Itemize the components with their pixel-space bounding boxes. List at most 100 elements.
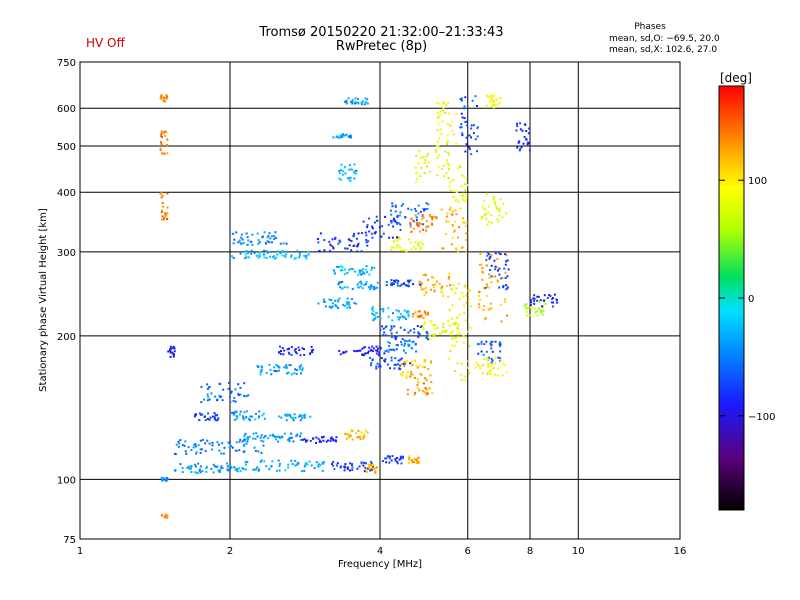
data-point (441, 285, 444, 288)
data-point (437, 166, 440, 168)
data-point (188, 467, 191, 470)
data-point (265, 371, 268, 374)
data-point (190, 465, 193, 468)
data-point (223, 446, 226, 449)
data-point (453, 229, 456, 232)
data-point (533, 294, 536, 297)
data-point (451, 213, 454, 216)
data-point (427, 152, 430, 155)
data-point (459, 98, 462, 101)
data-point (361, 287, 364, 290)
data-point (364, 352, 367, 355)
data-point (204, 442, 207, 445)
data-point (356, 245, 359, 248)
data-point (492, 94, 495, 97)
data-point (461, 134, 464, 137)
data-point (481, 267, 484, 269)
data-point (358, 436, 361, 438)
data-point (259, 373, 262, 376)
data-point (414, 459, 417, 461)
data-point (171, 347, 174, 349)
data-point (425, 391, 428, 394)
data-point (244, 416, 247, 419)
data-point (256, 254, 259, 257)
data-point (259, 436, 262, 439)
data-point (529, 304, 532, 306)
data-point (391, 202, 394, 205)
data-point (205, 470, 208, 473)
data-point (277, 250, 280, 253)
data-point (378, 365, 380, 368)
data-point (285, 419, 288, 422)
data-point (463, 105, 466, 108)
data-point (317, 241, 320, 244)
data-point (271, 256, 274, 259)
data-point (331, 302, 334, 305)
data-point (373, 221, 376, 224)
data-point (369, 288, 371, 291)
data-point (303, 469, 306, 472)
data-point (233, 411, 236, 414)
data-point (457, 236, 459, 239)
data-point (497, 103, 500, 106)
data-point (414, 214, 417, 217)
data-point (239, 252, 242, 255)
data-point (423, 391, 426, 394)
data-point (528, 314, 531, 317)
data-point (298, 254, 301, 257)
data-point (451, 210, 454, 213)
data-point (494, 104, 497, 107)
data-point (394, 204, 397, 207)
data-point (238, 449, 241, 452)
data-point (205, 465, 208, 468)
data-point (390, 332, 393, 335)
data-point (457, 325, 460, 327)
data-point (396, 462, 399, 465)
data-point (499, 253, 502, 256)
data-point (422, 274, 425, 276)
data-point (464, 96, 467, 99)
data-point (462, 198, 465, 201)
data-point (347, 97, 350, 100)
data-point (422, 156, 425, 159)
data-point (461, 97, 463, 100)
data-point (346, 301, 349, 304)
data-point (186, 466, 189, 469)
data-point (391, 236, 394, 239)
data-point (525, 138, 528, 141)
data-point (242, 416, 245, 419)
data-point (221, 399, 224, 402)
data-point (266, 251, 269, 254)
data-point (527, 307, 530, 309)
data-point (267, 437, 270, 440)
data-point (356, 250, 359, 253)
data-point (442, 295, 445, 297)
data-point (246, 250, 249, 253)
data-point (384, 215, 387, 218)
data-point (161, 152, 164, 155)
data-point (388, 461, 391, 464)
data-point (427, 392, 429, 395)
data-point (464, 225, 467, 228)
data-point (171, 351, 174, 354)
data-point (416, 178, 419, 181)
data-point (491, 101, 494, 104)
data-point (504, 300, 507, 303)
data-point (482, 271, 485, 274)
data-point (362, 354, 365, 357)
data-point (301, 470, 303, 472)
data-point (247, 256, 250, 259)
data-point (303, 348, 305, 351)
data-point (195, 452, 197, 455)
data-point (376, 362, 379, 365)
data-point (347, 433, 350, 436)
data-point (433, 289, 436, 292)
data-point (340, 265, 343, 268)
data-point (463, 183, 466, 186)
data-point (295, 369, 298, 372)
data-point (448, 164, 450, 167)
data-point (294, 464, 297, 467)
data-point (433, 215, 436, 218)
data-point (307, 250, 310, 253)
